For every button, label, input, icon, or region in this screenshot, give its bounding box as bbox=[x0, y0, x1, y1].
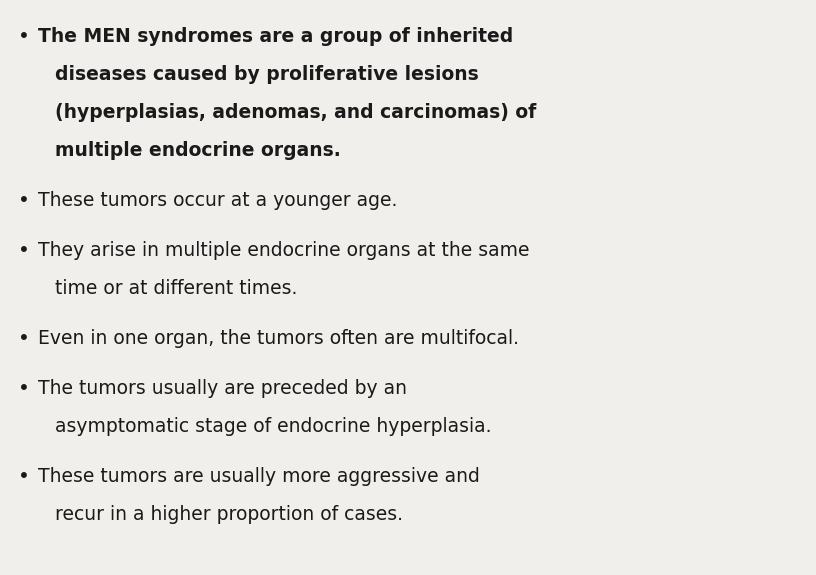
Text: multiple endocrine organs.: multiple endocrine organs. bbox=[55, 141, 341, 160]
Text: These tumors are usually more aggressive and: These tumors are usually more aggressive… bbox=[38, 467, 480, 486]
Text: •: • bbox=[18, 329, 30, 348]
Text: •: • bbox=[18, 242, 30, 260]
Text: The tumors usually are preceded by an: The tumors usually are preceded by an bbox=[38, 380, 407, 398]
Text: time or at different times.: time or at different times. bbox=[55, 279, 297, 298]
Text: •: • bbox=[18, 28, 30, 47]
Text: Even in one organ, the tumors often are multifocal.: Even in one organ, the tumors often are … bbox=[38, 329, 519, 348]
Text: diseases caused by proliferative lesions: diseases caused by proliferative lesions bbox=[55, 66, 479, 85]
Text: They arise in multiple endocrine organs at the same: They arise in multiple endocrine organs … bbox=[38, 242, 530, 260]
Text: recur in a higher proportion of cases.: recur in a higher proportion of cases. bbox=[55, 505, 403, 524]
Text: •: • bbox=[18, 191, 30, 210]
Text: (hyperplasias, adenomas, and carcinomas) of: (hyperplasias, adenomas, and carcinomas)… bbox=[55, 104, 536, 122]
Text: •: • bbox=[18, 380, 30, 398]
Text: •: • bbox=[18, 467, 30, 486]
Text: The MEN syndromes are a group of inherited: The MEN syndromes are a group of inherit… bbox=[38, 28, 513, 47]
Text: These tumors occur at a younger age.: These tumors occur at a younger age. bbox=[38, 191, 397, 210]
Text: asymptomatic stage of endocrine hyperplasia.: asymptomatic stage of endocrine hyperpla… bbox=[55, 417, 491, 436]
